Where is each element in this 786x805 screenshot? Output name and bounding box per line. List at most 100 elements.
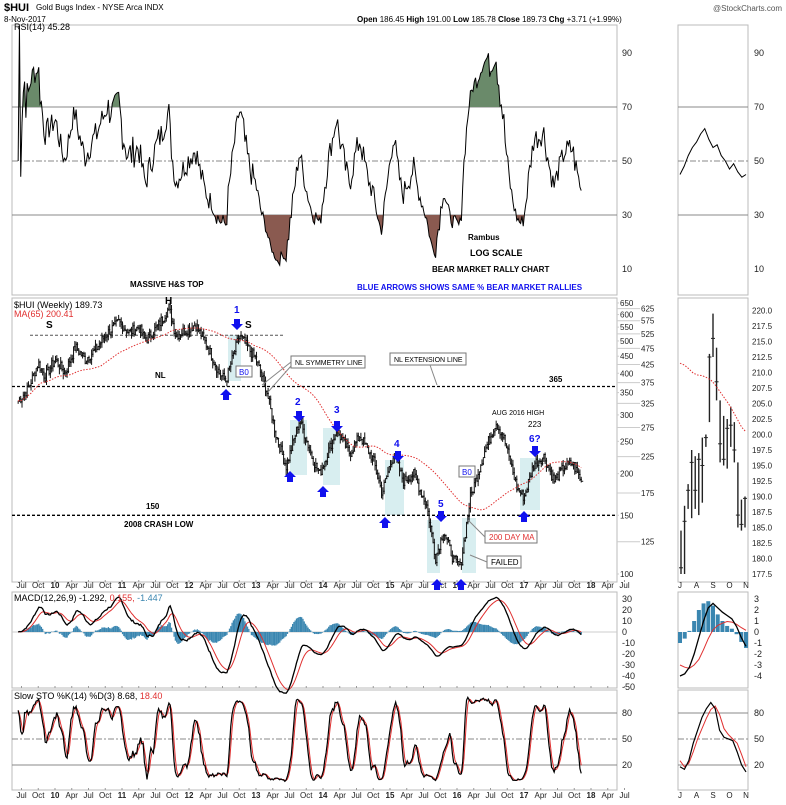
date-axis-label: Oct bbox=[32, 791, 45, 800]
macd-hist-bar bbox=[222, 632, 223, 637]
macd-axis-label: -50 bbox=[622, 682, 635, 692]
macd-hist-bar bbox=[253, 632, 254, 637]
price-axis-label: 100 bbox=[620, 570, 634, 579]
macd-hist-bar bbox=[143, 632, 144, 636]
date-axis-label: Apr bbox=[468, 581, 481, 590]
date-axis-label: Apr bbox=[401, 581, 414, 590]
macd-hist-bar bbox=[434, 632, 435, 638]
date-axis-label: Oct bbox=[367, 791, 380, 800]
macd-hist-bar bbox=[534, 627, 535, 632]
macd-hist-bar bbox=[72, 631, 73, 632]
macd-hist-bar bbox=[73, 628, 74, 632]
macd-hist-bar bbox=[127, 632, 128, 640]
macd-hist-bar bbox=[507, 632, 508, 640]
macd-hist-bar bbox=[280, 632, 281, 640]
inset-price-axis-label: 190.0 bbox=[752, 493, 773, 502]
price-axis-label: 300 bbox=[620, 411, 634, 420]
date-axis-label: 13 bbox=[252, 791, 261, 800]
macd-axis-label: -20 bbox=[622, 649, 635, 659]
macd-hist-bar bbox=[101, 628, 102, 632]
date-axis-label: 13 bbox=[252, 581, 261, 590]
macd-hist-bar bbox=[380, 632, 381, 638]
close-value: 189.73 bbox=[522, 15, 547, 24]
macd-hist-bar bbox=[466, 627, 467, 632]
date-axis-label: Jul bbox=[552, 581, 562, 590]
macd-hist-bar bbox=[411, 632, 412, 633]
macd-hist-bar bbox=[499, 632, 500, 633]
ann-aug-2016-high: AUG 2016 HIGH bbox=[492, 410, 544, 417]
macd-hist-bar bbox=[305, 624, 306, 632]
inset-macd-hist-bar bbox=[735, 632, 739, 634]
macd-hist-bar bbox=[396, 627, 397, 632]
ann-log-scale: LOG SCALE bbox=[470, 248, 523, 258]
rsi-inset-axis-label: 90 bbox=[754, 48, 764, 58]
macd-hist-bar bbox=[445, 629, 446, 632]
macd-hist-bar bbox=[462, 630, 463, 632]
macd-hist-bar bbox=[398, 628, 399, 632]
sto-axis-label: 50 bbox=[622, 734, 632, 744]
ann-bear-market: BEAR MARKET RALLY CHART bbox=[432, 265, 549, 274]
brand: @StockCharts.com bbox=[713, 4, 782, 13]
inset-price-axis-label: 202.5 bbox=[752, 415, 773, 424]
macd-hist-bar bbox=[316, 632, 317, 634]
macd-hist-bar bbox=[484, 625, 485, 632]
macd-hist-bar bbox=[274, 632, 275, 646]
date-axis-label: Jul bbox=[418, 791, 428, 800]
macd-hist-bar bbox=[447, 629, 448, 632]
date-axis-label: Apr bbox=[334, 581, 347, 590]
sto-inset-axis-label: 20 bbox=[754, 760, 764, 770]
macd-hist-bar bbox=[212, 632, 213, 643]
macd-hist-bar bbox=[395, 626, 396, 632]
macd-hist-bar bbox=[345, 631, 346, 632]
inset-price-axis-label: 217.5 bbox=[752, 322, 773, 331]
macd-hist-bar bbox=[416, 631, 417, 632]
macd-hist-bar bbox=[203, 632, 204, 634]
macd-hist-bar bbox=[118, 627, 119, 632]
macd-hist-bar bbox=[45, 632, 46, 634]
price-axis-label: 375 bbox=[641, 379, 655, 388]
inset-macd-hist-bar bbox=[725, 626, 729, 632]
macd-axis-label: -30 bbox=[622, 660, 635, 670]
price-axis-label: 425 bbox=[641, 360, 655, 369]
inset-price-axis-label: 182.5 bbox=[752, 539, 773, 548]
macd-hist-bar bbox=[207, 632, 208, 639]
macd-hist-bar bbox=[494, 628, 495, 632]
macd-hist-bar bbox=[273, 632, 274, 645]
price-axis-label: 550 bbox=[620, 323, 634, 332]
macd-hist-bar bbox=[283, 632, 284, 638]
inset-macd-hist-bar bbox=[697, 610, 701, 632]
macd-hist-bar bbox=[86, 632, 87, 637]
ann-b0-2: B0 bbox=[462, 468, 472, 477]
rsi-axis-label: 90 bbox=[622, 48, 632, 58]
macd-hist-bar bbox=[134, 632, 135, 639]
macd-hist-bar bbox=[404, 632, 405, 633]
price-axis-label: 225 bbox=[641, 453, 655, 462]
ann-rally-4: 4 bbox=[394, 439, 400, 450]
macd-hist-bar bbox=[248, 629, 249, 632]
macd-hist-bar bbox=[100, 629, 101, 632]
macd-hist-bar bbox=[132, 632, 133, 638]
macd-hist-bar bbox=[300, 617, 301, 632]
price-axis-label: 575 bbox=[641, 317, 655, 326]
svg-text:Open 186.45 High 191.00 Low 18: Open 186.45 High 191.00 Low 185.78 Close… bbox=[357, 15, 622, 24]
inset-date-label: N bbox=[743, 791, 749, 800]
arrow-down-icon bbox=[231, 319, 243, 330]
macd-hist-bar bbox=[164, 626, 165, 632]
macd-hist-bar bbox=[435, 632, 436, 638]
macd-hist-bar bbox=[194, 629, 195, 632]
inset-date-label: O bbox=[726, 581, 732, 590]
macd-hist-bar bbox=[36, 624, 37, 632]
macd-hist-bar bbox=[170, 623, 171, 632]
macd-hist-bar bbox=[463, 629, 464, 632]
macd-hist-bar bbox=[268, 632, 269, 645]
date-axis-label: Jul bbox=[150, 791, 160, 800]
inset-macd-hist-bar bbox=[716, 614, 720, 632]
date-axis-label: Apr bbox=[602, 581, 615, 590]
date-axis-label: Apr bbox=[535, 581, 548, 590]
macd-hist-bar bbox=[117, 626, 118, 632]
date-axis-label: Oct bbox=[300, 581, 313, 590]
date-axis-label: Oct bbox=[233, 791, 246, 800]
high-value: 191.00 bbox=[426, 15, 451, 24]
macd-hist-bar bbox=[505, 632, 506, 638]
macd-hist-bar bbox=[60, 632, 61, 634]
